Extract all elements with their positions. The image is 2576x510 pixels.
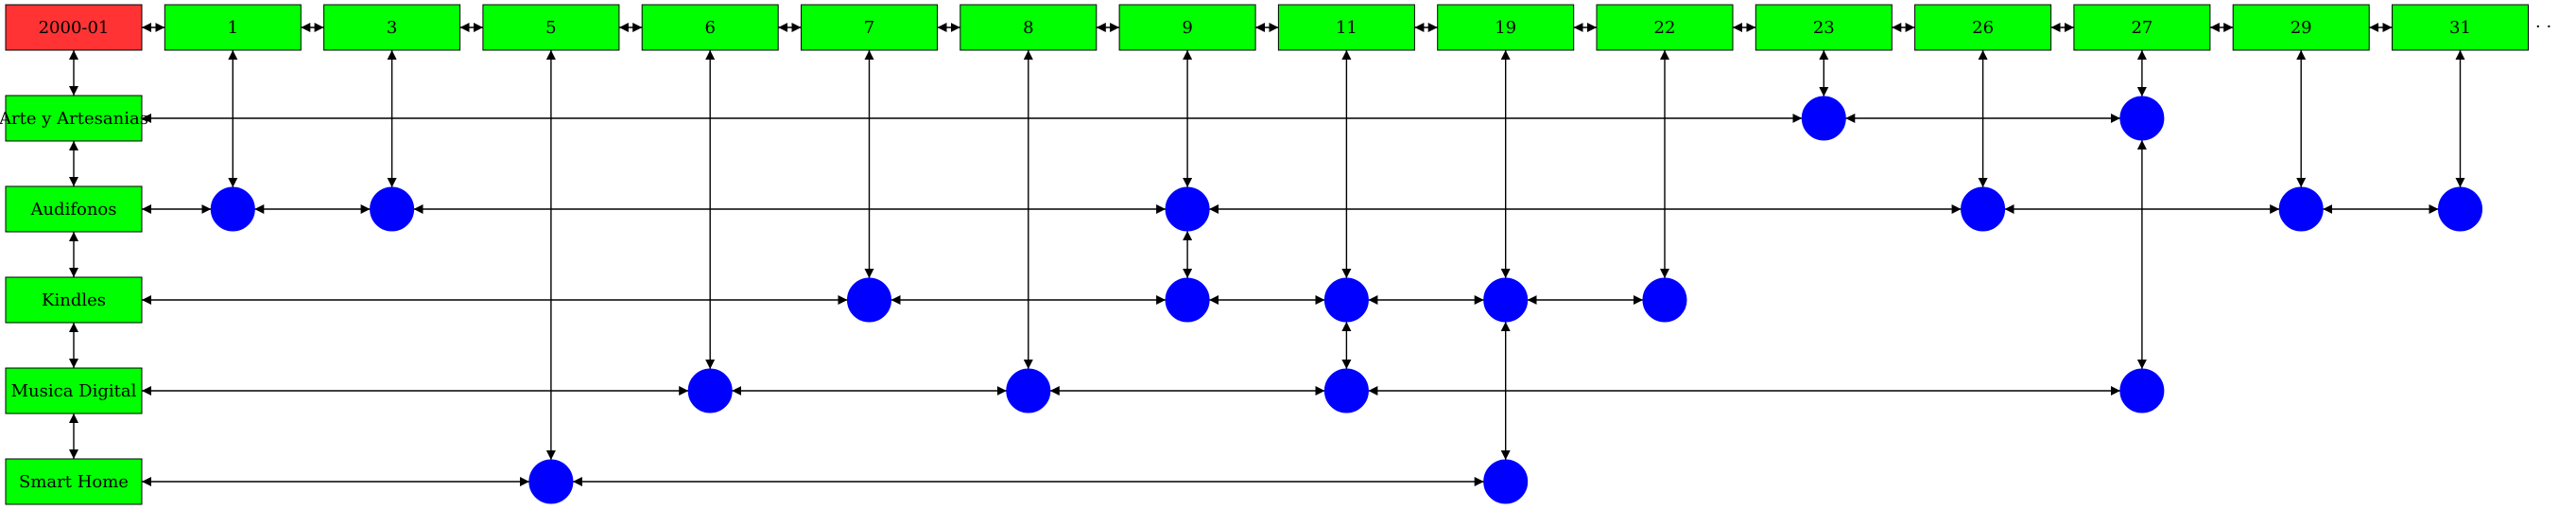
category-node-5-label: Smart Home (19, 472, 129, 492)
day-node-7-label: 7 (864, 18, 874, 38)
day-node-26-label: 26 (1972, 18, 1994, 38)
event-dot (1801, 96, 1846, 141)
day-node-22-label: 22 (1654, 18, 1676, 38)
category-node-4 (5, 367, 143, 414)
category-node-3 (5, 276, 143, 324)
category-node-5 (5, 458, 143, 505)
event-dot (210, 186, 255, 232)
day-node-26 (1914, 4, 2052, 51)
day-node-23-label: 23 (1813, 18, 1835, 38)
event-dot (687, 368, 733, 413)
category-node-4-label: Musica Digital (11, 381, 137, 401)
category-node-1-label: Arte y Artesanias (0, 109, 148, 129)
day-node-31 (2392, 4, 2529, 51)
day-node-1 (164, 4, 302, 51)
day-node-19 (1437, 4, 1575, 51)
day-node-27-label: 27 (2131, 18, 2152, 38)
day-node-19-label: 19 (1495, 18, 1516, 38)
header-node (5, 4, 143, 51)
event-dot (370, 186, 415, 232)
day-node-5-label: 5 (545, 18, 556, 38)
day-node-11-label: 11 (1336, 18, 1357, 38)
day-node-6-label: 6 (704, 18, 715, 38)
event-dot (1961, 186, 2006, 232)
category-node-1 (5, 95, 143, 142)
day-node-22 (1596, 4, 1734, 51)
event-dot (2278, 186, 2324, 232)
event-dot (1165, 186, 1210, 232)
event-dot (2119, 96, 2165, 141)
day-node-27 (2073, 4, 2211, 51)
event-dot (1323, 277, 1369, 323)
day-node-23 (1755, 4, 1893, 51)
day-node-31-label: 31 (2449, 18, 2471, 38)
event-dot (1323, 368, 1369, 413)
category-node-2 (5, 185, 143, 233)
day-node-6 (641, 4, 779, 51)
day-node-8 (960, 4, 1098, 51)
day-node-9 (1118, 4, 1256, 51)
event-dot (2119, 368, 2165, 413)
event-dot (1006, 368, 1051, 413)
category-node-2-label: Audifonos (29, 200, 116, 220)
day-node-11 (1277, 4, 1415, 51)
day-node-8-label: 8 (1023, 18, 1033, 38)
event-dot (1642, 277, 1687, 323)
event-dot (1483, 459, 1529, 504)
event-dot (1483, 277, 1529, 323)
day-node-1-label: 1 (228, 18, 238, 38)
day-node-3 (323, 4, 461, 51)
event-dot (528, 459, 574, 504)
day-node-29 (2232, 4, 2370, 51)
category-node-3-label: Kindles (42, 290, 106, 310)
day-node-5 (482, 4, 620, 51)
day-node-3-label: 3 (387, 18, 397, 38)
day-node-7 (801, 4, 938, 51)
event-dot (847, 277, 891, 323)
day-node-9-label: 9 (1182, 18, 1192, 38)
day-node-29-label: 29 (2291, 18, 2312, 38)
continuation-marker: · · (2535, 17, 2551, 37)
header-node-label: 2000-01 (39, 18, 110, 38)
event-dot (2438, 186, 2482, 232)
event-dot (1165, 277, 1210, 323)
